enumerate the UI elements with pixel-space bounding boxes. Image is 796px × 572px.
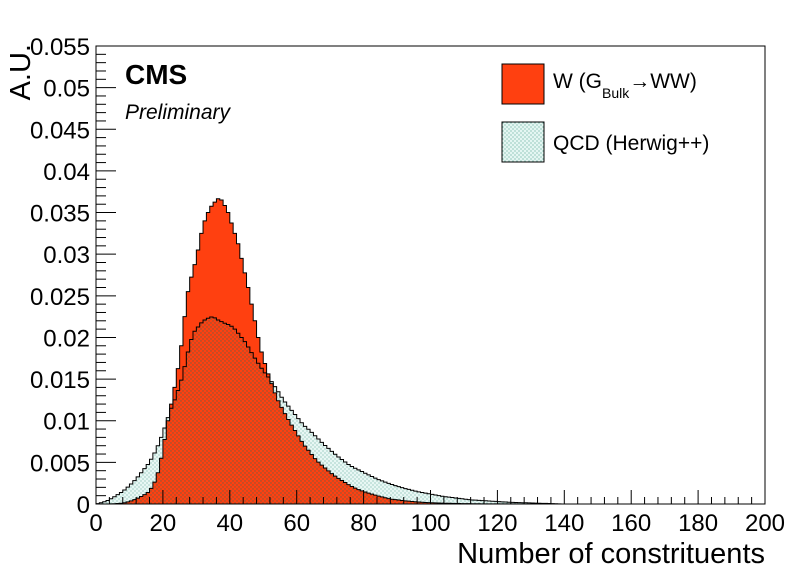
overlap-histogram-fill — [96, 317, 551, 504]
x-tick-label: 180 — [678, 510, 718, 537]
y-tick-label: 0.055 — [30, 34, 90, 61]
x-tick-label: 20 — [150, 510, 177, 537]
x-tick-label: 120 — [477, 510, 517, 537]
legend-swatch-qcd — [501, 121, 545, 163]
legend-label-w: W (GBulk→WW) — [553, 70, 697, 101]
y-tick-label: 0.01 — [43, 409, 90, 436]
x-axis-tick-labels: 0 20 40 60 80 100 120 140 160 180 200 — [89, 510, 785, 537]
y-axis-tick-labels: 0 0.005 0.01 0.015 0.02 0.025 0.03 0.035 0.04 0.0… — [30, 34, 90, 519]
y-tick-label: 0.02 — [43, 325, 90, 352]
x-tick-label: 160 — [611, 510, 651, 537]
y-tick-label: 0 — [77, 492, 90, 519]
y-tick-label: 0.015 — [30, 367, 90, 394]
x-tick-label: 40 — [216, 510, 243, 537]
histogram-layer — [96, 198, 565, 504]
y-tick-label: 0.04 — [43, 159, 90, 186]
legend-label-w-sub: Bulk — [602, 85, 630, 101]
qcd-histogram-outline — [96, 316, 565, 504]
legend-label-qcd: QCD (Herwig++) — [553, 132, 709, 155]
legend-entry-qcd: QCD (Herwig++) — [501, 121, 709, 163]
x-tick-label: 80 — [350, 510, 377, 537]
x-axis-title: Number of constrituents — [457, 538, 765, 570]
legend: W (GBulk→WW) QCD (Herwig++) — [501, 63, 709, 163]
y-axis-ticks — [96, 45, 116, 505]
x-tick-label: 200 — [745, 510, 785, 537]
x-axis-ticks — [95, 490, 766, 504]
preliminary-label: Preliminary — [125, 101, 232, 124]
legend-entry-w: W (GBulk→WW) — [501, 63, 697, 105]
y-tick-label: 0.025 — [30, 284, 90, 311]
cms-label: CMS — [125, 59, 187, 90]
x-tick-label: 100 — [410, 510, 450, 537]
y-tick-label: 0.05 — [43, 76, 90, 103]
legend-label-w-end: →WW) — [629, 70, 697, 93]
y-tick-label: 0.03 — [43, 242, 90, 269]
x-tick-label: 0 — [89, 510, 102, 537]
y-tick-label: 0.045 — [30, 117, 90, 144]
legend-swatch-w — [501, 63, 545, 105]
y-tick-label: 0.035 — [30, 201, 90, 228]
y-axis-title: A.U. — [5, 44, 37, 100]
x-tick-label: 60 — [283, 510, 310, 537]
x-tick-label: 140 — [544, 510, 584, 537]
legend-label-w-main: W (G — [553, 70, 602, 93]
y-tick-label: 0.005 — [30, 450, 90, 477]
